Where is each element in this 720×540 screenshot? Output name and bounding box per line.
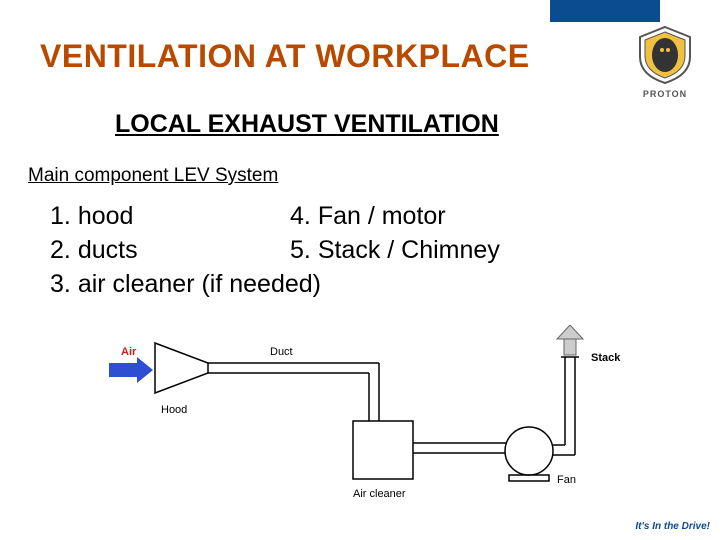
list-item-label: Stack / Chimney: [318, 236, 500, 264]
duct-segment-3: [553, 357, 579, 455]
brand-bar: [550, 0, 660, 22]
list-item-num: 4.: [290, 202, 311, 230]
fan-label: Fan: [557, 474, 576, 486]
brand-tagline: It's In the Drive!: [635, 521, 710, 532]
list-item-label: air cleaner (if needed): [78, 270, 321, 298]
hood-label: Hood: [161, 404, 187, 416]
duct-shape: [208, 363, 368, 373]
air-label: Air: [121, 346, 137, 358]
list-item-num: 1.: [50, 202, 71, 230]
air-arrow-icon: [109, 357, 153, 383]
stack-label: Stack: [591, 352, 621, 364]
duct-label: Duct: [270, 346, 293, 358]
duct-bend-1: [368, 363, 379, 421]
component-list: 1. hood 4. Fan / motor 2. ducts 5. Stack…: [50, 200, 650, 301]
list-item-num: 5.: [290, 236, 311, 264]
air-cleaner-shape: [353, 421, 413, 479]
page-title: VENTILATION AT WORKPLACE: [40, 38, 530, 75]
list-item-label: ducts: [78, 236, 138, 264]
page-subtitle: LOCAL EXHAUST VENTILATION: [115, 110, 499, 139]
lev-diagram: Air Hood Duct Air cleaner: [105, 325, 627, 515]
list-item-num: 3.: [50, 270, 71, 298]
duct-segment-2: [413, 443, 507, 453]
brand-name: PROTON: [620, 89, 710, 99]
list-item-label: Fan / motor: [318, 202, 446, 230]
brand-logo-area: PROTON: [620, 25, 710, 99]
section-subheading: Main component LEV System: [28, 165, 278, 187]
fan-shape: [505, 427, 553, 481]
list-item-num: 2.: [50, 236, 71, 264]
air-cleaner-label: Air cleaner: [353, 488, 406, 500]
stack-arrow-icon: [557, 325, 583, 355]
list-item-label: hood: [78, 202, 134, 230]
brand-logo-icon: [635, 25, 695, 85]
hood-shape: [155, 343, 208, 393]
